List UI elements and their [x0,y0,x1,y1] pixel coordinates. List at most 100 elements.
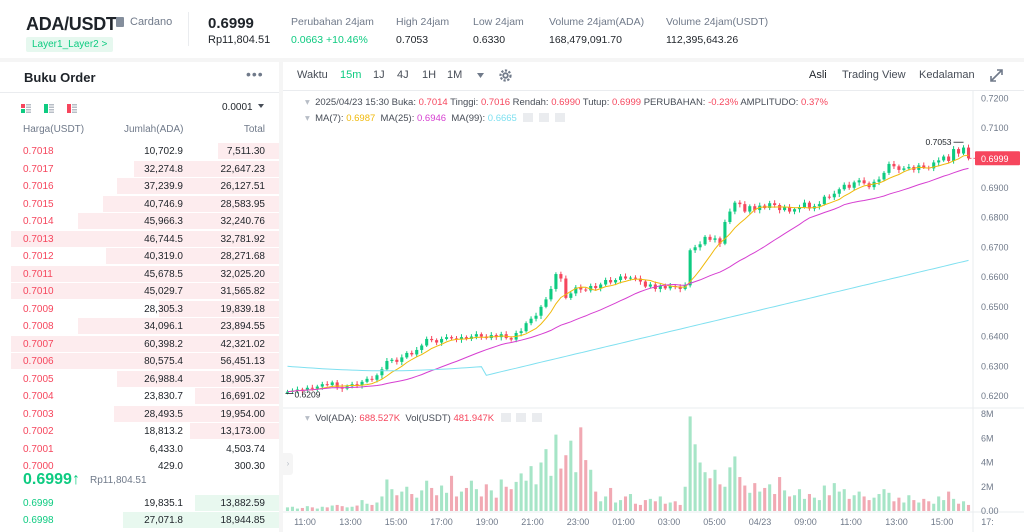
ask-row[interactable]: 0.7014 45,966.3 32,240.76 [0,212,279,230]
time-axis-tick: 13:00 [885,517,908,527]
fullscreen-icon[interactable] [990,69,1003,82]
ma25-value: 0.6946 [416,113,447,124]
open-value: 0.7014 [418,97,448,108]
ask-row[interactable]: 0.7018 10,702.9 7,511.30 [0,142,279,160]
depth-bar [78,318,279,334]
vol-usdt-value: 481.947K [453,413,495,424]
ask-row[interactable]: 0.7002 18,813.2 13,173.00 [0,422,279,440]
category-tag[interactable]: Layer1_Layer2 > [26,37,114,52]
candle-body [952,149,956,161]
close-icon[interactable] [532,413,543,422]
pair-symbol[interactable]: ADA/USDT [26,14,117,34]
ask-row[interactable]: 0.7000 429.0 300.30 [0,457,279,475]
ask-row[interactable]: 0.7006 80,575.4 56,451.13 [0,352,279,370]
view-original[interactable]: Asli [809,69,827,81]
interval-15m[interactable]: 15m [340,69,362,81]
ask-row[interactable]: 0.7003 28,493.5 19,954.00 [0,405,279,423]
change-label: PERUBAHAN: [643,97,706,108]
ask-row[interactable]: 0.7004 23,830.7 16,691.02 [0,387,279,405]
ask-row[interactable]: 0.7009 28,305.3 19,839.18 [0,300,279,318]
candle-body [907,166,911,169]
candle-body [837,189,841,194]
candle-body [733,202,737,212]
volume-bar [822,485,826,511]
ask-row[interactable]: 0.7005 26,988.4 18,905.37 [0,370,279,388]
gear-icon[interactable] [499,69,512,82]
ask-amount: 40,746.9 [144,198,183,210]
stat-label-vol-ada: Volume 24jam(ADA) [549,16,645,28]
ask-total: 28,583.95 [220,198,266,210]
interval-1m[interactable]: 1M [447,69,463,81]
ask-row[interactable]: 0.7015 40,746.9 28,583.95 [0,195,279,213]
ask-row[interactable]: 0.7008 34,096.1 23,894.55 [0,317,279,335]
volume-bar [430,487,434,511]
volume-bar [445,492,449,511]
bid-total: 13,882.59 [220,498,266,509]
volume-bar [484,484,488,511]
volume-bar [514,481,518,511]
volume-bar [564,455,568,511]
ask-row[interactable]: 0.7011 45,678.5 32,025.20 [0,265,279,283]
volume-bar [628,494,633,511]
ask-price: 0.7009 [23,303,54,315]
depth-bar [78,213,279,229]
ask-total: 32,781.92 [220,233,266,245]
interval-1h[interactable]: 1H [422,69,437,81]
candle-body [807,202,811,209]
asks-only-icon[interactable] [67,104,77,113]
volume-bar [857,491,861,511]
volume-bar [435,495,439,511]
bids-only-icon[interactable] [44,104,54,113]
volume-bar [698,462,702,511]
chevron-down-icon[interactable] [258,104,264,108]
ask-row[interactable]: 0.7012 40,319.0 28,271.68 [0,247,279,265]
bid-row[interactable]: 0.6999 19,835.1 13,882.59 [0,494,279,512]
view-tradingview[interactable]: Trading View [842,69,906,81]
info-icon[interactable] [116,17,124,27]
volume-bar [569,440,573,511]
ask-row[interactable]: 0.7007 60,398.2 42,321.02 [0,335,279,353]
ask-price: 0.7000 [23,461,54,472]
eye-icon[interactable] [500,413,511,422]
volume-bar [862,496,866,511]
candle-body [360,381,364,386]
settings-icon[interactable] [539,113,550,122]
volume-bar [464,487,468,511]
coin-name[interactable]: Cardano [130,16,173,28]
bid-price: 0.6998 [23,515,54,526]
close-icon[interactable] [554,113,565,122]
stat-value-vol-ada: 168,479,091.70 [549,34,622,46]
ask-row[interactable]: 0.7017 32,274.8 22,647.23 [0,160,279,178]
candlestick-chart[interactable]: 0.72000.71000.70000.69000.68000.67000.66… [283,91,1024,532]
interval-1j[interactable]: 1J [373,69,385,81]
ask-row[interactable]: 0.7013 46,744.5 32,781.92 [0,230,279,248]
ask-row[interactable]: 0.7001 6,433.0 4,503.74 [0,440,279,458]
ask-row[interactable]: 0.7010 45,029.7 31,565.82 [0,282,279,300]
volume-bar [783,490,787,511]
tick-size-select[interactable]: 0.0001 [222,102,253,113]
volume-bar [420,490,424,511]
view-depth[interactable]: Kedalaman [919,69,975,81]
more-intervals-icon[interactable] [477,73,484,78]
bid-row[interactable]: 0.6998 27,071.8 18,944.85 [0,511,279,529]
candle-body [643,281,647,287]
expand-panel-handle[interactable]: › [283,453,293,475]
volume-bar [380,496,384,511]
ask-row[interactable]: 0.7016 37,239.9 26,127.51 [0,177,279,195]
more-options-icon[interactable]: ••• [246,66,264,82]
eye-icon[interactable] [523,113,534,122]
mid-price: 0.6999↑ [23,471,80,488]
volume-bar [519,473,523,511]
both-sides-icon[interactable] [21,104,31,113]
ask-price: 0.7017 [23,163,54,175]
ask-price: 0.7012 [23,251,54,262]
volume-bar [360,500,364,511]
last-price-fiat: Rp11,804.51 [208,34,271,46]
ask-amount: 40,319.0 [144,251,183,262]
interval-label: Waktu [297,69,328,81]
candle-body [892,163,896,167]
settings-icon[interactable] [516,413,527,422]
interval-4j[interactable]: 4J [397,69,409,81]
ask-price: 0.7004 [23,391,54,402]
candle-body [559,274,563,279]
